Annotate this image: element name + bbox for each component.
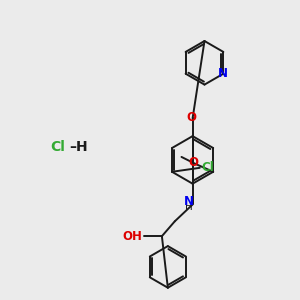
Text: N: N	[218, 67, 227, 80]
Text: Cl: Cl	[50, 140, 65, 154]
Text: O: O	[187, 111, 196, 124]
Text: N: N	[184, 195, 194, 208]
Text: Cl: Cl	[202, 161, 214, 174]
Text: O: O	[188, 156, 198, 170]
Text: –H: –H	[69, 140, 87, 154]
Text: H: H	[185, 202, 193, 212]
Text: OH: OH	[122, 230, 142, 243]
